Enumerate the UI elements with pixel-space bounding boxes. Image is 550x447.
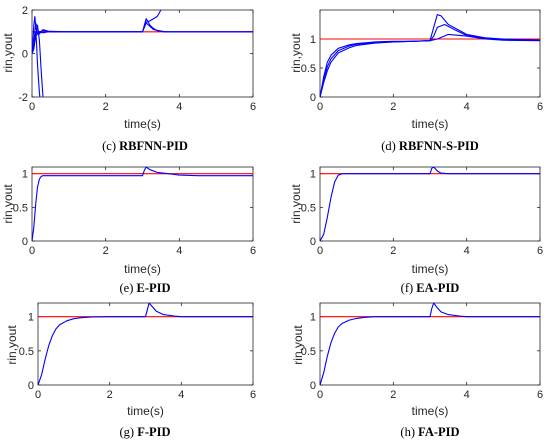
y-tick-label: 0.5 — [301, 63, 316, 75]
y-tick-label: 1 — [28, 312, 34, 324]
series-group — [320, 14, 540, 97]
caption-label: (c) — [102, 139, 119, 153]
x-axis-label: time(s) — [412, 117, 449, 131]
y-tick-label: -2 — [18, 92, 28, 104]
y-tick-label: 1 — [22, 169, 28, 181]
y-axis-label: rin,yout — [5, 325, 19, 365]
panel-caption: (c) RBFNN-PID — [102, 139, 188, 153]
y-tick-label: 0.5 — [301, 202, 316, 214]
series-group — [320, 167, 540, 241]
y-tick-label: 1 — [310, 169, 316, 181]
panel-caption: (d) RBFNN-S-PID — [381, 139, 479, 153]
panel-e: 0 2 4 6 0 0.5 1 time(s) rin,yout (e) E-PID — [1, 166, 256, 295]
series-group — [32, 167, 253, 241]
x-tick-label: 0 — [29, 101, 35, 113]
panel-h: 0 2 4 6 0 0.5 1 time(s) rin,yout (h) FA-PID — [291, 302, 543, 439]
y-tick-label: 0.5 — [301, 346, 316, 358]
x-tick-label: 6 — [250, 245, 256, 257]
y-tick-label: 2 — [22, 5, 28, 17]
y-tick-label: 0.5 — [13, 202, 28, 214]
y-axis-label: rin,yout — [289, 33, 303, 73]
x-tick-label: 0 — [35, 389, 41, 401]
y-tick-label: 0 — [310, 236, 316, 248]
caption-label: (e) — [119, 281, 136, 295]
panel-d: 0 2 4 6 0 0.5 1 time(s) rin,yout (d) RBFNN-S-PID — [289, 9, 543, 153]
caption-label: (f) — [401, 281, 417, 295]
axes-box — [31, 166, 254, 242]
x-tick-label: 4 — [176, 101, 182, 113]
y-tick-label: 1 — [310, 34, 316, 46]
response-line — [32, 22, 253, 54]
y-tick-label: 0 — [310, 92, 316, 104]
caption-title: F-PID — [137, 425, 170, 439]
x-axis-label: time(s) — [412, 404, 449, 418]
y-axis-label: rin,yout — [289, 184, 303, 224]
axes-box — [31, 9, 254, 98]
x-tick-label: 6 — [250, 389, 256, 401]
panel-caption: (e) E-PID — [119, 281, 170, 295]
panel-caption: (f) EA-PID — [401, 281, 460, 295]
x-tick-label: 4 — [464, 245, 470, 257]
x-tick-label: 2 — [390, 389, 396, 401]
caption-title: RBFNN-PID — [119, 139, 188, 153]
y-tick-label: 0 — [28, 380, 34, 392]
y-tick-label: 0 — [22, 236, 28, 248]
y-axis-label: rin,yout — [1, 184, 15, 224]
y-axis-label: rin,yout — [291, 325, 305, 365]
axes-box — [319, 9, 541, 98]
caption-title: E-PID — [136, 281, 170, 295]
caption-label: (h) — [400, 425, 418, 439]
x-tick-label: 0 — [317, 101, 323, 113]
axes-box — [319, 166, 541, 242]
x-tick-label: 2 — [390, 245, 396, 257]
response-line — [38, 303, 253, 385]
x-tick-label: 6 — [537, 245, 543, 257]
response-line — [320, 33, 540, 97]
caption-title: RBFNN-S-PID — [399, 139, 479, 153]
x-tick-label: 4 — [464, 389, 470, 401]
x-tick-label: 2 — [390, 101, 396, 113]
x-tick-label: 0 — [317, 245, 323, 257]
caption-title: EA-PID — [416, 281, 459, 295]
x-axis-label: time(s) — [127, 404, 164, 418]
series-group — [38, 303, 253, 385]
panel-f: 0 2 4 6 0 0.5 1 time(s) rin,yout (f) EA-PID — [289, 166, 543, 295]
x-tick-label: 6 — [537, 389, 543, 401]
x-axis-label: time(s) — [124, 262, 161, 276]
y-tick-label: 0.5 — [19, 346, 34, 358]
response-line — [320, 167, 540, 241]
x-tick-label: 2 — [107, 389, 113, 401]
y-tick-label: 0 — [22, 49, 28, 61]
x-tick-label: 4 — [176, 245, 182, 257]
x-axis-label: time(s) — [124, 117, 161, 131]
series-group — [320, 303, 540, 385]
panel-g: 0 2 4 6 0 0.5 1 time(s) rin,yout (g) F-PID — [5, 302, 256, 439]
x-tick-label: 0 — [317, 389, 323, 401]
x-tick-label: 6 — [537, 101, 543, 113]
y-tick-label: 1 — [310, 312, 316, 324]
x-tick-label: 6 — [250, 101, 256, 113]
x-tick-label: 4 — [464, 101, 470, 113]
y-axis-label: rin,yout — [1, 33, 15, 73]
panel-caption: (h) FA-PID — [400, 425, 459, 439]
caption-label: (g) — [119, 425, 137, 439]
x-tick-label: 4 — [178, 389, 184, 401]
response-line — [320, 303, 540, 385]
y-tick-label: 0 — [310, 380, 316, 392]
x-tick-label: 2 — [103, 245, 109, 257]
caption-title: FA-PID — [418, 425, 459, 439]
x-tick-label: 2 — [103, 101, 109, 113]
series-group — [32, 10, 253, 97]
response-line — [32, 167, 253, 241]
x-tick-label: 0 — [29, 245, 35, 257]
x-axis-label: time(s) — [412, 262, 449, 276]
caption-label: (d) — [381, 139, 399, 153]
panel-caption: (g) F-PID — [119, 425, 170, 439]
